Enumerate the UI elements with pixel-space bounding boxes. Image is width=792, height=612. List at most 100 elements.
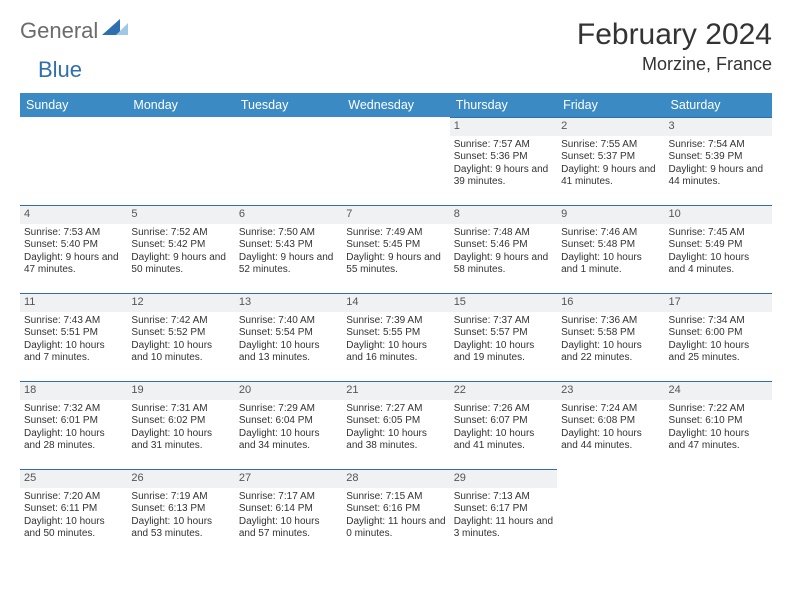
calendar-week-row: 11Sunrise: 7:43 AMSunset: 5:51 PMDayligh…: [20, 293, 772, 381]
sunrise-line: Sunrise: 7:37 AM: [454, 315, 553, 328]
calendar-week-row: 4Sunrise: 7:53 AMSunset: 5:40 PMDaylight…: [20, 205, 772, 293]
calendar-cell: [20, 117, 127, 205]
sunrise-line: Sunrise: 7:39 AM: [346, 315, 445, 328]
weekday-header: Sunday: [20, 93, 127, 117]
calendar-header-row: SundayMondayTuesdayWednesdayThursdayFrid…: [20, 93, 772, 117]
logo-triangle-icon: [102, 17, 128, 35]
day-number: 26: [127, 469, 234, 488]
calendar-cell: 29Sunrise: 7:13 AMSunset: 6:17 PMDayligh…: [450, 469, 557, 557]
calendar-cell: [557, 469, 664, 557]
sunrise-line: Sunrise: 7:29 AM: [239, 403, 338, 416]
day-number: 17: [665, 293, 772, 312]
calendar-cell: 18Sunrise: 7:32 AMSunset: 6:01 PMDayligh…: [20, 381, 127, 469]
calendar-week-row: 25Sunrise: 7:20 AMSunset: 6:11 PMDayligh…: [20, 469, 772, 557]
day-number: 27: [235, 469, 342, 488]
sunrise-line: Sunrise: 7:45 AM: [669, 227, 768, 240]
logo: General: [20, 18, 130, 44]
sunset-line: Sunset: 5:57 PM: [454, 327, 553, 340]
day-number: 15: [450, 293, 557, 312]
day-number: 14: [342, 293, 449, 312]
day-number: 29: [450, 469, 557, 488]
sunset-line: Sunset: 6:13 PM: [131, 503, 230, 516]
sunset-line: Sunset: 5:49 PM: [669, 239, 768, 252]
daylight-line: Daylight: 10 hours and 44 minutes.: [561, 428, 660, 453]
daylight-line: Daylight: 9 hours and 50 minutes.: [131, 252, 230, 277]
weekday-header: Thursday: [450, 93, 557, 117]
sunset-line: Sunset: 5:48 PM: [561, 239, 660, 252]
day-number: 16: [557, 293, 664, 312]
weekday-header: Saturday: [665, 93, 772, 117]
daylight-line: Daylight: 9 hours and 47 minutes.: [24, 252, 123, 277]
sunset-line: Sunset: 6:01 PM: [24, 415, 123, 428]
sunrise-line: Sunrise: 7:40 AM: [239, 315, 338, 328]
sunrise-line: Sunrise: 7:26 AM: [454, 403, 553, 416]
daylight-line: Daylight: 10 hours and 25 minutes.: [669, 340, 768, 365]
daylight-line: Daylight: 10 hours and 22 minutes.: [561, 340, 660, 365]
calendar-cell: 27Sunrise: 7:17 AMSunset: 6:14 PMDayligh…: [235, 469, 342, 557]
calendar-cell: 23Sunrise: 7:24 AMSunset: 6:08 PMDayligh…: [557, 381, 664, 469]
day-number: 25: [20, 469, 127, 488]
daylight-line: Daylight: 10 hours and 1 minute.: [561, 252, 660, 277]
sunset-line: Sunset: 5:39 PM: [669, 151, 768, 164]
daylight-line: Daylight: 10 hours and 10 minutes.: [131, 340, 230, 365]
sunset-line: Sunset: 6:10 PM: [669, 415, 768, 428]
sunset-line: Sunset: 5:40 PM: [24, 239, 123, 252]
calendar-cell: 17Sunrise: 7:34 AMSunset: 6:00 PMDayligh…: [665, 293, 772, 381]
daylight-line: Daylight: 10 hours and 47 minutes.: [669, 428, 768, 453]
calendar-cell: 3Sunrise: 7:54 AMSunset: 5:39 PMDaylight…: [665, 117, 772, 205]
daylight-line: Daylight: 10 hours and 53 minutes.: [131, 516, 230, 541]
calendar-cell: 28Sunrise: 7:15 AMSunset: 6:16 PMDayligh…: [342, 469, 449, 557]
weekday-header: Monday: [127, 93, 234, 117]
day-number: 20: [235, 381, 342, 400]
day-number: 2: [557, 117, 664, 136]
daylight-line: Daylight: 9 hours and 39 minutes.: [454, 164, 553, 189]
calendar-body: 1Sunrise: 7:57 AMSunset: 5:36 PMDaylight…: [20, 117, 772, 557]
daylight-line: Daylight: 10 hours and 41 minutes.: [454, 428, 553, 453]
daylight-line: Daylight: 9 hours and 55 minutes.: [346, 252, 445, 277]
day-number: 9: [557, 205, 664, 224]
sunrise-line: Sunrise: 7:49 AM: [346, 227, 445, 240]
sunset-line: Sunset: 5:52 PM: [131, 327, 230, 340]
sunset-line: Sunset: 5:58 PM: [561, 327, 660, 340]
calendar-cell: 11Sunrise: 7:43 AMSunset: 5:51 PMDayligh…: [20, 293, 127, 381]
day-number: 12: [127, 293, 234, 312]
daylight-line: Daylight: 11 hours and 0 minutes.: [346, 516, 445, 541]
daylight-line: Daylight: 10 hours and 7 minutes.: [24, 340, 123, 365]
title-block: February 2024 Morzine, France: [577, 18, 772, 75]
calendar-cell: 25Sunrise: 7:20 AMSunset: 6:11 PMDayligh…: [20, 469, 127, 557]
sunrise-line: Sunrise: 7:34 AM: [669, 315, 768, 328]
sunrise-line: Sunrise: 7:31 AM: [131, 403, 230, 416]
day-number: 28: [342, 469, 449, 488]
sunrise-line: Sunrise: 7:57 AM: [454, 139, 553, 152]
logo-text-general: General: [20, 18, 98, 44]
day-number: 8: [450, 205, 557, 224]
day-number: 4: [20, 205, 127, 224]
sunrise-line: Sunrise: 7:22 AM: [669, 403, 768, 416]
day-number: 11: [20, 293, 127, 312]
sunrise-line: Sunrise: 7:50 AM: [239, 227, 338, 240]
sunset-line: Sunset: 6:14 PM: [239, 503, 338, 516]
calendar-cell: 2Sunrise: 7:55 AMSunset: 5:37 PMDaylight…: [557, 117, 664, 205]
daylight-line: Daylight: 10 hours and 31 minutes.: [131, 428, 230, 453]
calendar-cell: 21Sunrise: 7:27 AMSunset: 6:05 PMDayligh…: [342, 381, 449, 469]
day-number: 13: [235, 293, 342, 312]
sunset-line: Sunset: 5:45 PM: [346, 239, 445, 252]
calendar-cell: 20Sunrise: 7:29 AMSunset: 6:04 PMDayligh…: [235, 381, 342, 469]
page-title: February 2024: [577, 18, 772, 52]
sunrise-line: Sunrise: 7:36 AM: [561, 315, 660, 328]
weekday-header: Tuesday: [235, 93, 342, 117]
sunrise-line: Sunrise: 7:27 AM: [346, 403, 445, 416]
sunset-line: Sunset: 6:02 PM: [131, 415, 230, 428]
daylight-line: Daylight: 10 hours and 57 minutes.: [239, 516, 338, 541]
sunset-line: Sunset: 5:37 PM: [561, 151, 660, 164]
daylight-line: Daylight: 10 hours and 28 minutes.: [24, 428, 123, 453]
calendar-cell: 5Sunrise: 7:52 AMSunset: 5:42 PMDaylight…: [127, 205, 234, 293]
weekday-header: Friday: [557, 93, 664, 117]
sunrise-line: Sunrise: 7:54 AM: [669, 139, 768, 152]
sunset-line: Sunset: 5:46 PM: [454, 239, 553, 252]
calendar-table: SundayMondayTuesdayWednesdayThursdayFrid…: [20, 93, 772, 557]
daylight-line: Daylight: 11 hours and 3 minutes.: [454, 516, 553, 541]
calendar-cell: [127, 117, 234, 205]
sunset-line: Sunset: 6:08 PM: [561, 415, 660, 428]
day-number: 6: [235, 205, 342, 224]
